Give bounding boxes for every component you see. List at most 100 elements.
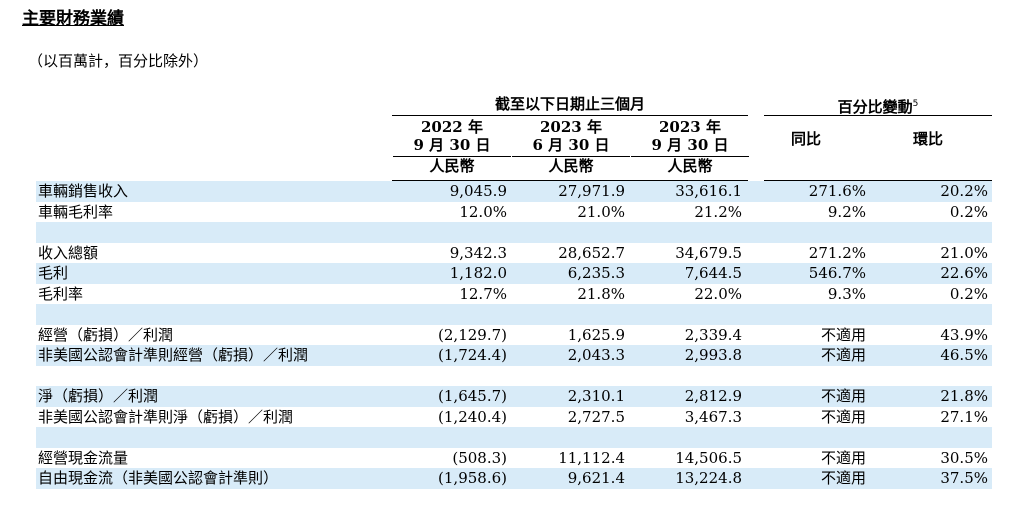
qoq-change: 22.6%: [940, 264, 988, 282]
yoy-change: 546.7%: [808, 264, 866, 282]
value-q3-2022: (1,724.4): [438, 346, 507, 364]
table-row: 車輛毛利率 12.0% 21.0% 21.2% 9.2% 0.2%: [36, 202, 992, 223]
table-row: 車輛銷售收入 9,045.9 27,971.9 33,616.1 271.6% 20.2%: [36, 181, 992, 202]
value-q3-2023: 34,679.5: [675, 243, 742, 262]
row-label: 非美國公認會計準則淨（虧損）／利潤: [38, 407, 294, 426]
period-group-header: 截至以下日期止三個月: [494, 95, 645, 113]
yoy-change: 不適用: [820, 346, 866, 364]
qoq-change: 0.2%: [949, 284, 988, 303]
yoy-change: 不適用: [820, 325, 866, 344]
column-date: 6 月 30 日: [532, 136, 610, 154]
row-label: 自由現金流（非美國公認會計準則）: [38, 469, 279, 487]
value-q3-2023: 22.0%: [694, 284, 742, 303]
yoy-change: 271.2%: [808, 243, 866, 262]
column-header-1: 2022 年 9 月 30 日 人民幣: [393, 118, 511, 175]
value-q3-2023: 13,224.8: [675, 469, 742, 487]
qoq-change: 21.0%: [940, 243, 988, 262]
row-label: 非美國公認會計準則經營（虧損）／利潤: [38, 346, 309, 364]
value-q2-2023: 28,652.7: [558, 243, 625, 262]
value-q2-2023: 2,043.3: [567, 346, 625, 364]
table-row: 毛利 1,182.0 6,235.3 7,644.5 546.7% 22.6%: [36, 263, 992, 284]
value-q3-2023: 21.2%: [694, 202, 742, 221]
value-q3-2022: (508.3): [452, 448, 507, 467]
value-q2-2023: 21.8%: [577, 284, 625, 303]
table-row: 非美國公認會計準則經營（虧損）／利潤 (1,724.4) 2,043.3 2,993.…: [36, 345, 992, 366]
value-q3-2022: 9,045.9: [449, 182, 507, 200]
units-note: （以百萬計，百分比除外）: [28, 52, 209, 70]
column-year: 2022 年: [421, 118, 483, 136]
qoq-change: 20.2%: [940, 182, 988, 200]
yoy-change: 9.3%: [827, 284, 866, 303]
column-currency: 人民幣: [631, 156, 749, 175]
qoq-change: 37.5%: [940, 469, 988, 487]
value-q3-2022: 9,342.3: [449, 243, 507, 262]
table-row: 經營現金流量 (508.3) 11,112.4 14,506.5 不適用 30.5%: [36, 448, 992, 469]
value-q3-2023: 3,467.3: [684, 407, 742, 426]
value-q3-2023: 2,339.4: [684, 325, 742, 344]
spacer-row: [36, 427, 992, 448]
pct-group-rule: [764, 115, 992, 116]
yoy-change: 9.2%: [827, 202, 866, 221]
table-row: 非美國公認會計準則淨（虧損）／利潤 (1,240.4) 2,727.5 3,467.3…: [36, 407, 992, 428]
value-q2-2023: 2,310.1: [567, 387, 625, 405]
table-row: 自由現金流（非美國公認會計準則） (1,958.6) 9,621.4 13,224.8…: [36, 468, 992, 489]
column-header-2: 2023 年 6 月 30 日 人民幣: [512, 118, 630, 175]
value-q2-2023: 2,727.5: [567, 407, 625, 426]
column-header-3: 2023 年 9 月 30 日 人民幣: [631, 118, 749, 175]
column-year: 2023 年: [659, 118, 721, 136]
value-q2-2023: 6,235.3: [567, 264, 625, 282]
qoq-change: 21.8%: [940, 387, 988, 405]
footnote-marker: 5: [912, 99, 919, 109]
value-q3-2022: 12.7%: [459, 284, 507, 303]
value-q3-2023: 33,616.1: [675, 182, 742, 200]
yoy-change: 不適用: [820, 448, 866, 467]
table-row: 毛利率 12.7% 21.8% 22.0% 9.3% 0.2%: [36, 284, 992, 305]
row-label: 毛利率: [38, 284, 84, 303]
financial-table: 車輛銷售收入 9,045.9 27,971.9 33,616.1 271.6% 20.2%…: [36, 181, 992, 489]
column-year: 2023 年: [540, 118, 602, 136]
header-bottom-rule: [392, 180, 748, 181]
qoq-change: 0.2%: [949, 202, 988, 221]
row-label: 淨（虧損）／利潤: [38, 387, 159, 405]
pct-group-header: 百分比變動5: [764, 94, 992, 117]
value-q3-2022: (1,958.6): [438, 469, 507, 487]
row-label: 車輛毛利率: [38, 202, 114, 221]
row-label: 毛利: [38, 264, 69, 282]
table-row: 淨（虧損）／利潤 (1,645.7) 2,310.1 2,812.9 不適用 21.8%: [36, 386, 992, 407]
page-title: 主要財務業績: [22, 9, 124, 29]
column-currency: 人民幣: [393, 156, 511, 175]
value-q2-2023: 9,621.4: [567, 469, 625, 487]
row-label: 經營（虧損）／利潤: [38, 325, 174, 344]
value-q2-2023: 1,625.9: [567, 325, 625, 344]
value-q2-2023: 21.0%: [577, 202, 625, 221]
header-bottom-rule-pct: [764, 180, 992, 181]
table-row: 經營（虧損）／利潤 (2,129.7) 1,625.9 2,339.4 不適用 43.9%: [36, 325, 992, 346]
qoq-change: 30.5%: [940, 448, 988, 467]
spacer-row: [36, 366, 992, 387]
value-q3-2023: 2,812.9: [684, 387, 742, 405]
qoq-change: 43.9%: [940, 325, 988, 344]
column-currency: 人民幣: [512, 156, 630, 175]
column-date: 9 月 30 日: [651, 136, 729, 154]
value-q3-2022: 1,182.0: [449, 264, 507, 282]
column-date: 9 月 30 日: [413, 136, 491, 154]
yoy-change: 不適用: [820, 469, 866, 487]
value-q3-2023: 14,506.5: [675, 448, 742, 467]
value-q3-2023: 7,644.5: [684, 264, 742, 282]
yoy-change: 不適用: [820, 387, 866, 405]
row-label: 經營現金流量: [38, 448, 129, 467]
spacer-row: [36, 304, 992, 325]
row-label: 車輛銷售收入: [38, 182, 129, 200]
row-label: 收入總額: [38, 243, 99, 262]
qoq-change: 27.1%: [940, 407, 988, 426]
qoq-header: 環比: [912, 130, 943, 148]
value-q3-2022: (1,645.7): [438, 387, 507, 405]
qoq-change: 46.5%: [940, 346, 988, 364]
spacer-row: [36, 222, 992, 243]
value-q2-2023: 11,112.4: [558, 448, 625, 467]
value-q3-2023: 2,993.8: [684, 346, 742, 364]
value-q2-2023: 27,971.9: [558, 182, 625, 200]
value-q3-2022: 12.0%: [459, 202, 507, 221]
period-group-rule: [392, 115, 748, 116]
yoy-change: 不適用: [820, 407, 866, 426]
